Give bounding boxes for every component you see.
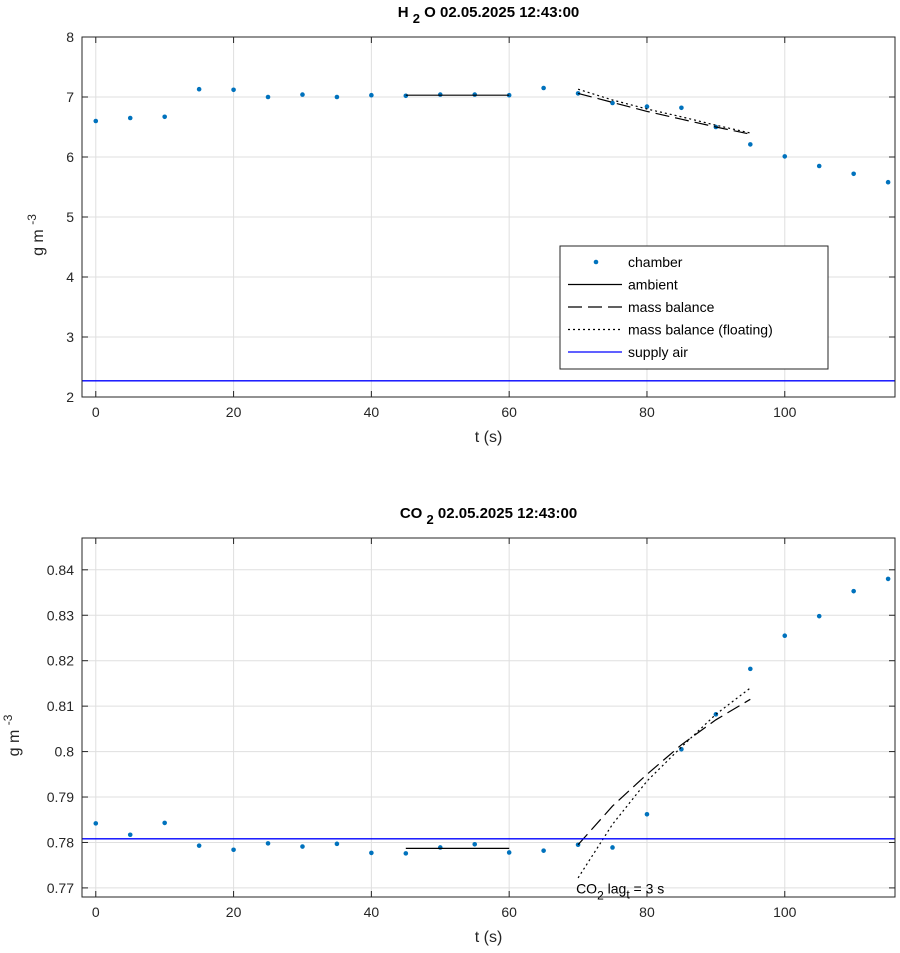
chart2-series-chamber-point-20	[782, 633, 788, 639]
chart2-series-chamber-point-12	[506, 850, 512, 855]
chart2-xtick-label-2: 40	[364, 904, 380, 920]
chart2-ytick-label-1: 0.78	[47, 834, 74, 850]
chart2-series-chamber-point-23	[885, 576, 891, 582]
chart2: 0 20 40 60 80 100 0.77 0.78 0.79 0.8 0.81 0.82 0.83 0…	[1, 505, 896, 946]
chart1-title: H 2 O 02.05.2025 12:43:00	[398, 4, 580, 26]
chart2-series-chamber-point-18	[713, 712, 719, 717]
chart2-ytick-label-2: 0.79	[47, 789, 74, 805]
chart1-series-chamber-point-2	[162, 114, 167, 120]
chart2-xtick-label-4: 80	[639, 904, 655, 920]
chart1-xlabel: t (s)	[475, 429, 503, 446]
chart2-series-chamber-point-1	[127, 832, 133, 838]
chart1-xtick-label-5: 100	[773, 404, 797, 420]
chart2-series-chamber-point-22	[851, 588, 856, 594]
chart1-series-chamber-point-8	[369, 92, 374, 98]
chart2-series-chamber-point-9	[403, 851, 409, 856]
chart1-legend-box	[559, 245, 829, 370]
chart2-series-chamber-point-13	[541, 848, 546, 853]
chart1-series-mass-balance-line	[577, 92, 751, 135]
chart2-ytick-label-5: 0.82	[47, 653, 74, 669]
chart2-series-chamber-point-10	[437, 845, 443, 850]
chart1-ytick-label-0: 2	[66, 389, 74, 405]
chart1-series-chamber-point-7	[334, 94, 340, 100]
chart1-series-chamber-point-16	[644, 104, 650, 109]
chart2-series-chamber-point-4	[231, 847, 236, 853]
chart1-series-mass-balance-floating--line	[577, 88, 751, 134]
chart1-xtick-label-2: 40	[364, 404, 380, 420]
chart2-series-chamber-point-15	[610, 845, 615, 850]
chart2-annotation-0: CO2 lagt = 3 s	[576, 881, 664, 903]
chart1-xtick-label-1: 20	[226, 404, 242, 420]
chart2-series-chamber-point-21	[816, 613, 822, 619]
chart1-series-chamber-point-9	[403, 93, 409, 99]
chart2-series-chamber-point-7	[334, 841, 340, 847]
chart1-legend-item-mass-balance-floating--label: mass balance (floating)	[628, 322, 773, 338]
chart1-ytick-label-6: 8	[66, 29, 74, 45]
chart1-xtick-label-4: 80	[639, 404, 655, 420]
chart1-series-chamber-point-1	[127, 115, 133, 121]
chart1-series-chamber-point-13	[541, 85, 546, 91]
chart1-xtick-label-0: 0	[92, 404, 100, 420]
chart2-xtick-label-1: 20	[226, 904, 242, 920]
chart1-series-chamber-point-22	[851, 171, 856, 177]
chart1-legend-item-ambient-label: ambient	[628, 277, 678, 293]
chart1-ytick-label-3: 5	[66, 209, 74, 225]
chart1-series-chamber-point-6	[300, 92, 305, 97]
chart1-series-chamber-point-15	[610, 100, 615, 106]
chart2-ylabel: g m -3	[1, 714, 23, 756]
chart2-series-chamber-point-11	[472, 841, 478, 847]
chart1-series-chamber-point-20	[782, 154, 788, 159]
chart1-ytick-label-5: 7	[66, 89, 74, 105]
chart2-ytick-label-6: 0.83	[47, 607, 74, 623]
chart1-series-chamber-point-5	[265, 94, 271, 100]
chart1-series-chamber-point-4	[231, 87, 236, 93]
chart1-legend: chamber ambient mass balance mass balance (…	[559, 245, 829, 370]
chart2-series-chamber-point-19	[748, 666, 753, 672]
chart2-ytick-label-4: 0.81	[47, 698, 74, 714]
chart2-title: CO 2 02.05.2025 12:43:00	[400, 505, 577, 527]
chart2-series-chamber-point-6	[300, 844, 305, 849]
chart2-xlabel: t (s)	[475, 929, 503, 946]
chart2-ytick-label-0: 0.77	[47, 880, 74, 896]
chart2-series-chamber-point-16	[644, 811, 650, 817]
chart1-series-chamber-point-23	[885, 179, 891, 185]
chart1-series-chamber-point-10	[437, 92, 443, 97]
chart2-series-chamber-point-5	[265, 841, 271, 846]
chart1-legend-item-supply-air-label: supply air	[628, 344, 688, 360]
chart2-series-chamber-point-0	[93, 821, 99, 826]
chart2-xtick-label-3: 60	[501, 904, 517, 920]
chart1-series-chamber-point-21	[816, 163, 822, 169]
chart1-legend-item-mass-balance-label: mass balance	[628, 299, 715, 315]
chart2-ytick-label-3: 0.8	[55, 744, 75, 760]
chart2-plot-area	[82, 538, 895, 897]
chart1-series-chamber-point-14	[575, 91, 581, 96]
chart1-ytick-label-2: 4	[66, 269, 74, 285]
chart2-series-chamber-point-2	[162, 820, 167, 826]
chart1-xtick-label-3: 60	[501, 404, 517, 420]
chart1-series-chamber-point-0	[93, 118, 99, 124]
chart1-ylabel: g m -3	[25, 214, 47, 256]
chart2-ytick-label-7: 0.84	[47, 562, 74, 578]
chart1-legend-item-chamber-marker	[593, 259, 599, 265]
chart2-series-mass-balance-line	[577, 698, 751, 846]
chart2-series-chamber-point-3	[196, 843, 202, 848]
chart2-axes-box	[81, 537, 896, 898]
chart1-legend-item-chamber-label: chamber	[628, 254, 683, 270]
chart1-series-chamber-point-17	[679, 105, 684, 111]
chart1-ytick-label-4: 6	[66, 149, 74, 165]
chart1-ytick-label-1: 3	[66, 329, 74, 345]
chart1-series-chamber-point-3	[196, 86, 202, 92]
chart2-series-chamber-point-8	[369, 850, 374, 856]
chart1-series-chamber-point-19	[748, 142, 753, 147]
chart2-xtick-label-0: 0	[92, 904, 100, 920]
chart1-series-chamber-point-11	[472, 92, 478, 97]
chart2-xtick-label-5: 100	[773, 904, 797, 920]
chart1: 0 20 40 60 80 100 2 3 4 5 6 7 8 t (s) g m -3 H 2 O 02.0…	[25, 4, 896, 446]
